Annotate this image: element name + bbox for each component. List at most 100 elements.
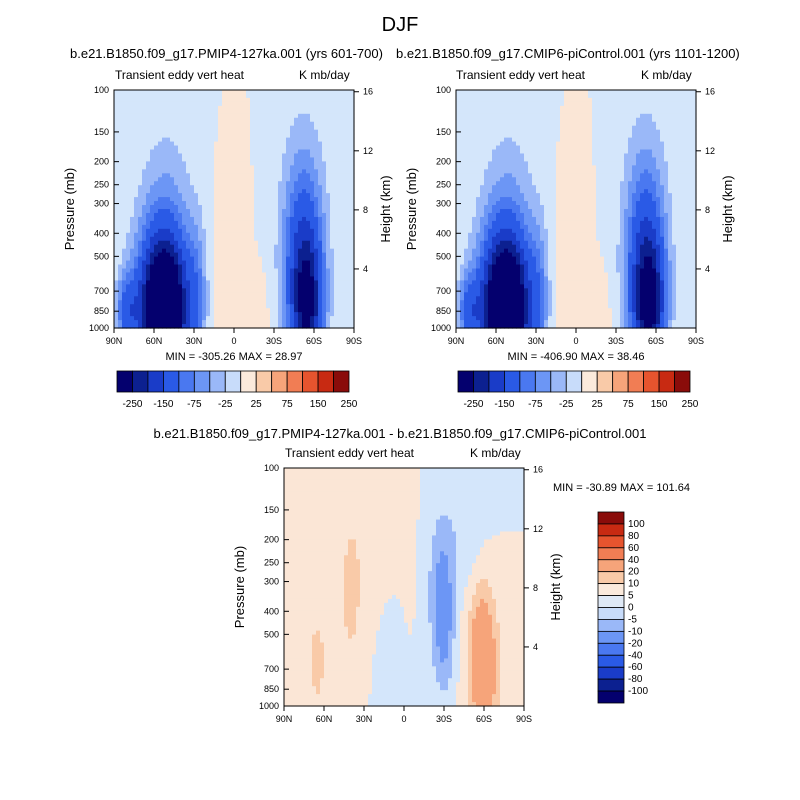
contour-cell [194,244,199,250]
contour-cell [130,125,135,131]
contour-cell [528,193,533,198]
contour-cell [270,141,275,147]
contour-cell [290,149,295,155]
contour-cell [298,105,303,111]
contour-cell [190,216,195,222]
contour-cell [158,90,163,95]
contour-cell [130,268,135,274]
contour-cell [294,280,299,285]
contour-cell [528,209,533,214]
contour-cell [242,161,247,166]
contour-cell [464,145,469,151]
contour-cell [536,304,541,309]
contour-cell [182,304,187,309]
contour-cell [500,101,505,107]
contour-cell [460,236,465,242]
contour-cell [342,264,347,270]
contour-cell [480,113,485,119]
contour-cell [540,209,545,214]
contour-cell [210,276,215,281]
contour-cell [294,312,299,317]
contour-cell [334,117,339,123]
contour-cell [182,145,187,151]
contour-cell [346,97,351,103]
contour-cell [262,312,267,317]
contour-cell [130,169,135,174]
contour-cell [322,105,327,111]
contour-cell [206,145,211,151]
contour-cell [476,185,481,190]
contour-cell [488,125,493,131]
contour-cell [150,324,155,329]
contour-cell [326,173,331,178]
contour-cell [326,157,331,162]
contour-cell [540,177,545,182]
contour-cell [512,153,517,159]
contour-cell [182,324,187,329]
y-tick-label: 100 [94,85,109,95]
contour-cell [492,205,497,210]
contour-cell [286,232,291,238]
contour-cell [278,113,283,119]
contour-cell [230,137,235,143]
contour-cell [464,260,469,266]
contour-cell [524,320,529,325]
contour-cell [536,125,541,131]
contour-cell [250,201,255,206]
contour-cell [118,169,123,174]
contour-cell [234,93,239,99]
contour-cell [258,133,263,139]
contour-cell [142,268,147,274]
contour-cell [246,161,251,166]
contour-cell [524,228,529,234]
contour-cell [322,101,327,107]
contour-cell [210,157,215,162]
contour-cell [126,165,131,170]
contour-cell [146,117,151,123]
contour-cell [314,300,319,305]
contour-cell [270,216,275,222]
contour-cell [190,280,195,285]
contour-cell [174,169,179,174]
contour-cell [246,308,251,313]
contour-cell [194,212,199,218]
contour-cell [162,216,167,222]
contour-cell [138,304,143,309]
contour-cell [472,177,477,182]
contour-cell [342,308,347,313]
contour-cell [166,248,171,254]
contour-cell [342,141,347,147]
contour-cell [492,216,497,222]
contour-cell [150,216,155,222]
contour-cell [134,197,139,202]
contour-cell [290,113,295,119]
contour-cell [532,117,537,123]
contour-cell [222,300,227,305]
contour-cell [262,189,267,194]
contour-cell [528,189,533,194]
contour-cell [302,244,307,250]
contour-cell [210,125,215,131]
contour-cell [266,248,271,254]
contour-cell [138,153,143,159]
contour-cell [310,161,315,166]
contour-cell [326,201,331,206]
contour-cell [230,280,235,285]
contour-cell [222,133,227,139]
contour-cell [126,212,131,218]
contour-cell [274,145,279,151]
contour-cell [174,90,179,95]
contour-cell [214,129,219,135]
contour-cell [456,209,461,214]
contour-cell [210,173,215,178]
contour-cell [460,117,465,123]
contour-cell [238,236,243,242]
contour-cell [130,153,135,159]
contour-cell [456,252,461,258]
contour-cell [218,137,223,143]
contour-cell [158,161,163,166]
contour-cell [484,189,489,194]
contour-cell [170,256,175,262]
contour-cell [250,236,255,242]
contour-cell [174,121,179,127]
